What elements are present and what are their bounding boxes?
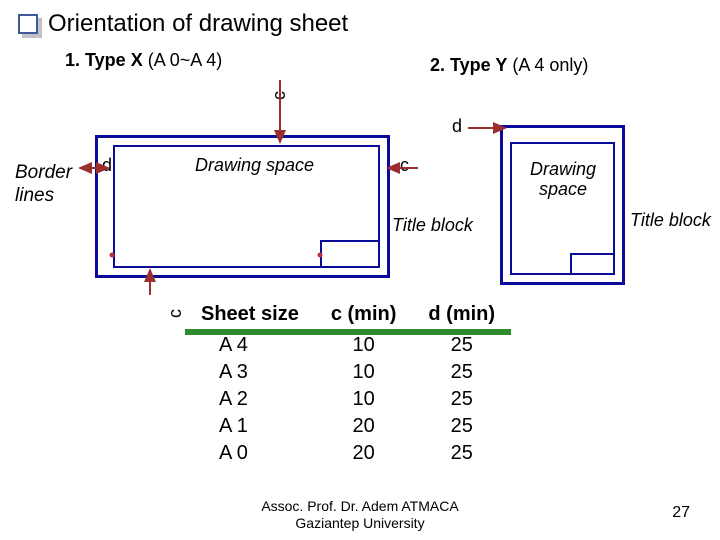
dim-c-mid: c [400, 155, 409, 176]
type-x-rest: (A 0~A 4) [143, 50, 223, 70]
dim-d-x-left: d [102, 155, 112, 176]
table-row: A 31025 [185, 359, 511, 386]
sheet-sizes-table: Sheet size c (min) d (min) A 41025 A 310… [185, 300, 511, 467]
title-bullet [18, 14, 38, 34]
sheet-y-titleblock-label: Title block [630, 210, 711, 231]
type-x-heading: 1. Type X (A 0~A 4) [65, 50, 222, 71]
border-lines-label: Border lines [15, 162, 72, 208]
footer: Assoc. Prof. Dr. Adem ATMACA Gaziantep U… [0, 498, 720, 532]
type-y-heading: 2. Type Y (A 4 only) [430, 55, 588, 76]
dim-d-x-right: d [452, 116, 462, 137]
footer-line2: Gaziantep University [0, 515, 720, 532]
th-sheet-size: Sheet size [185, 300, 315, 331]
dim-c-top: c [269, 91, 290, 100]
th-c-min: c (min) [315, 300, 413, 331]
th-d-min: d (min) [412, 300, 511, 331]
type-y-rest: (A 4 only) [507, 55, 588, 75]
table-body: A 41025 A 31025 A 21025 A 12025 A 02025 [185, 331, 511, 468]
table-row: A 02025 [185, 440, 511, 467]
slide-title: Orientation of drawing sheet [48, 10, 348, 38]
sheet-x-drawing-label: Drawing space [195, 155, 314, 176]
sheet-x-titleblock-label: Title block [392, 215, 473, 236]
sheet-y-title-block [570, 253, 615, 275]
table-row: A 12025 [185, 413, 511, 440]
sheet-x-title-block [320, 240, 380, 268]
page-number: 27 [672, 504, 690, 522]
type-y-bold: 2. Type Y [430, 55, 507, 75]
sheet-y-outer [500, 125, 625, 285]
sheet-y-drawing-label: Drawingspace [530, 160, 596, 200]
dim-c-bottom: c [165, 309, 186, 318]
table-header-row: Sheet size c (min) d (min) [185, 300, 511, 331]
type-x-bold: 1. Type X [65, 50, 143, 70]
footer-line1: Assoc. Prof. Dr. Adem ATMACA [0, 498, 720, 515]
table-row: A 21025 [185, 386, 511, 413]
slide-title-row: Orientation of drawing sheet [18, 10, 348, 38]
